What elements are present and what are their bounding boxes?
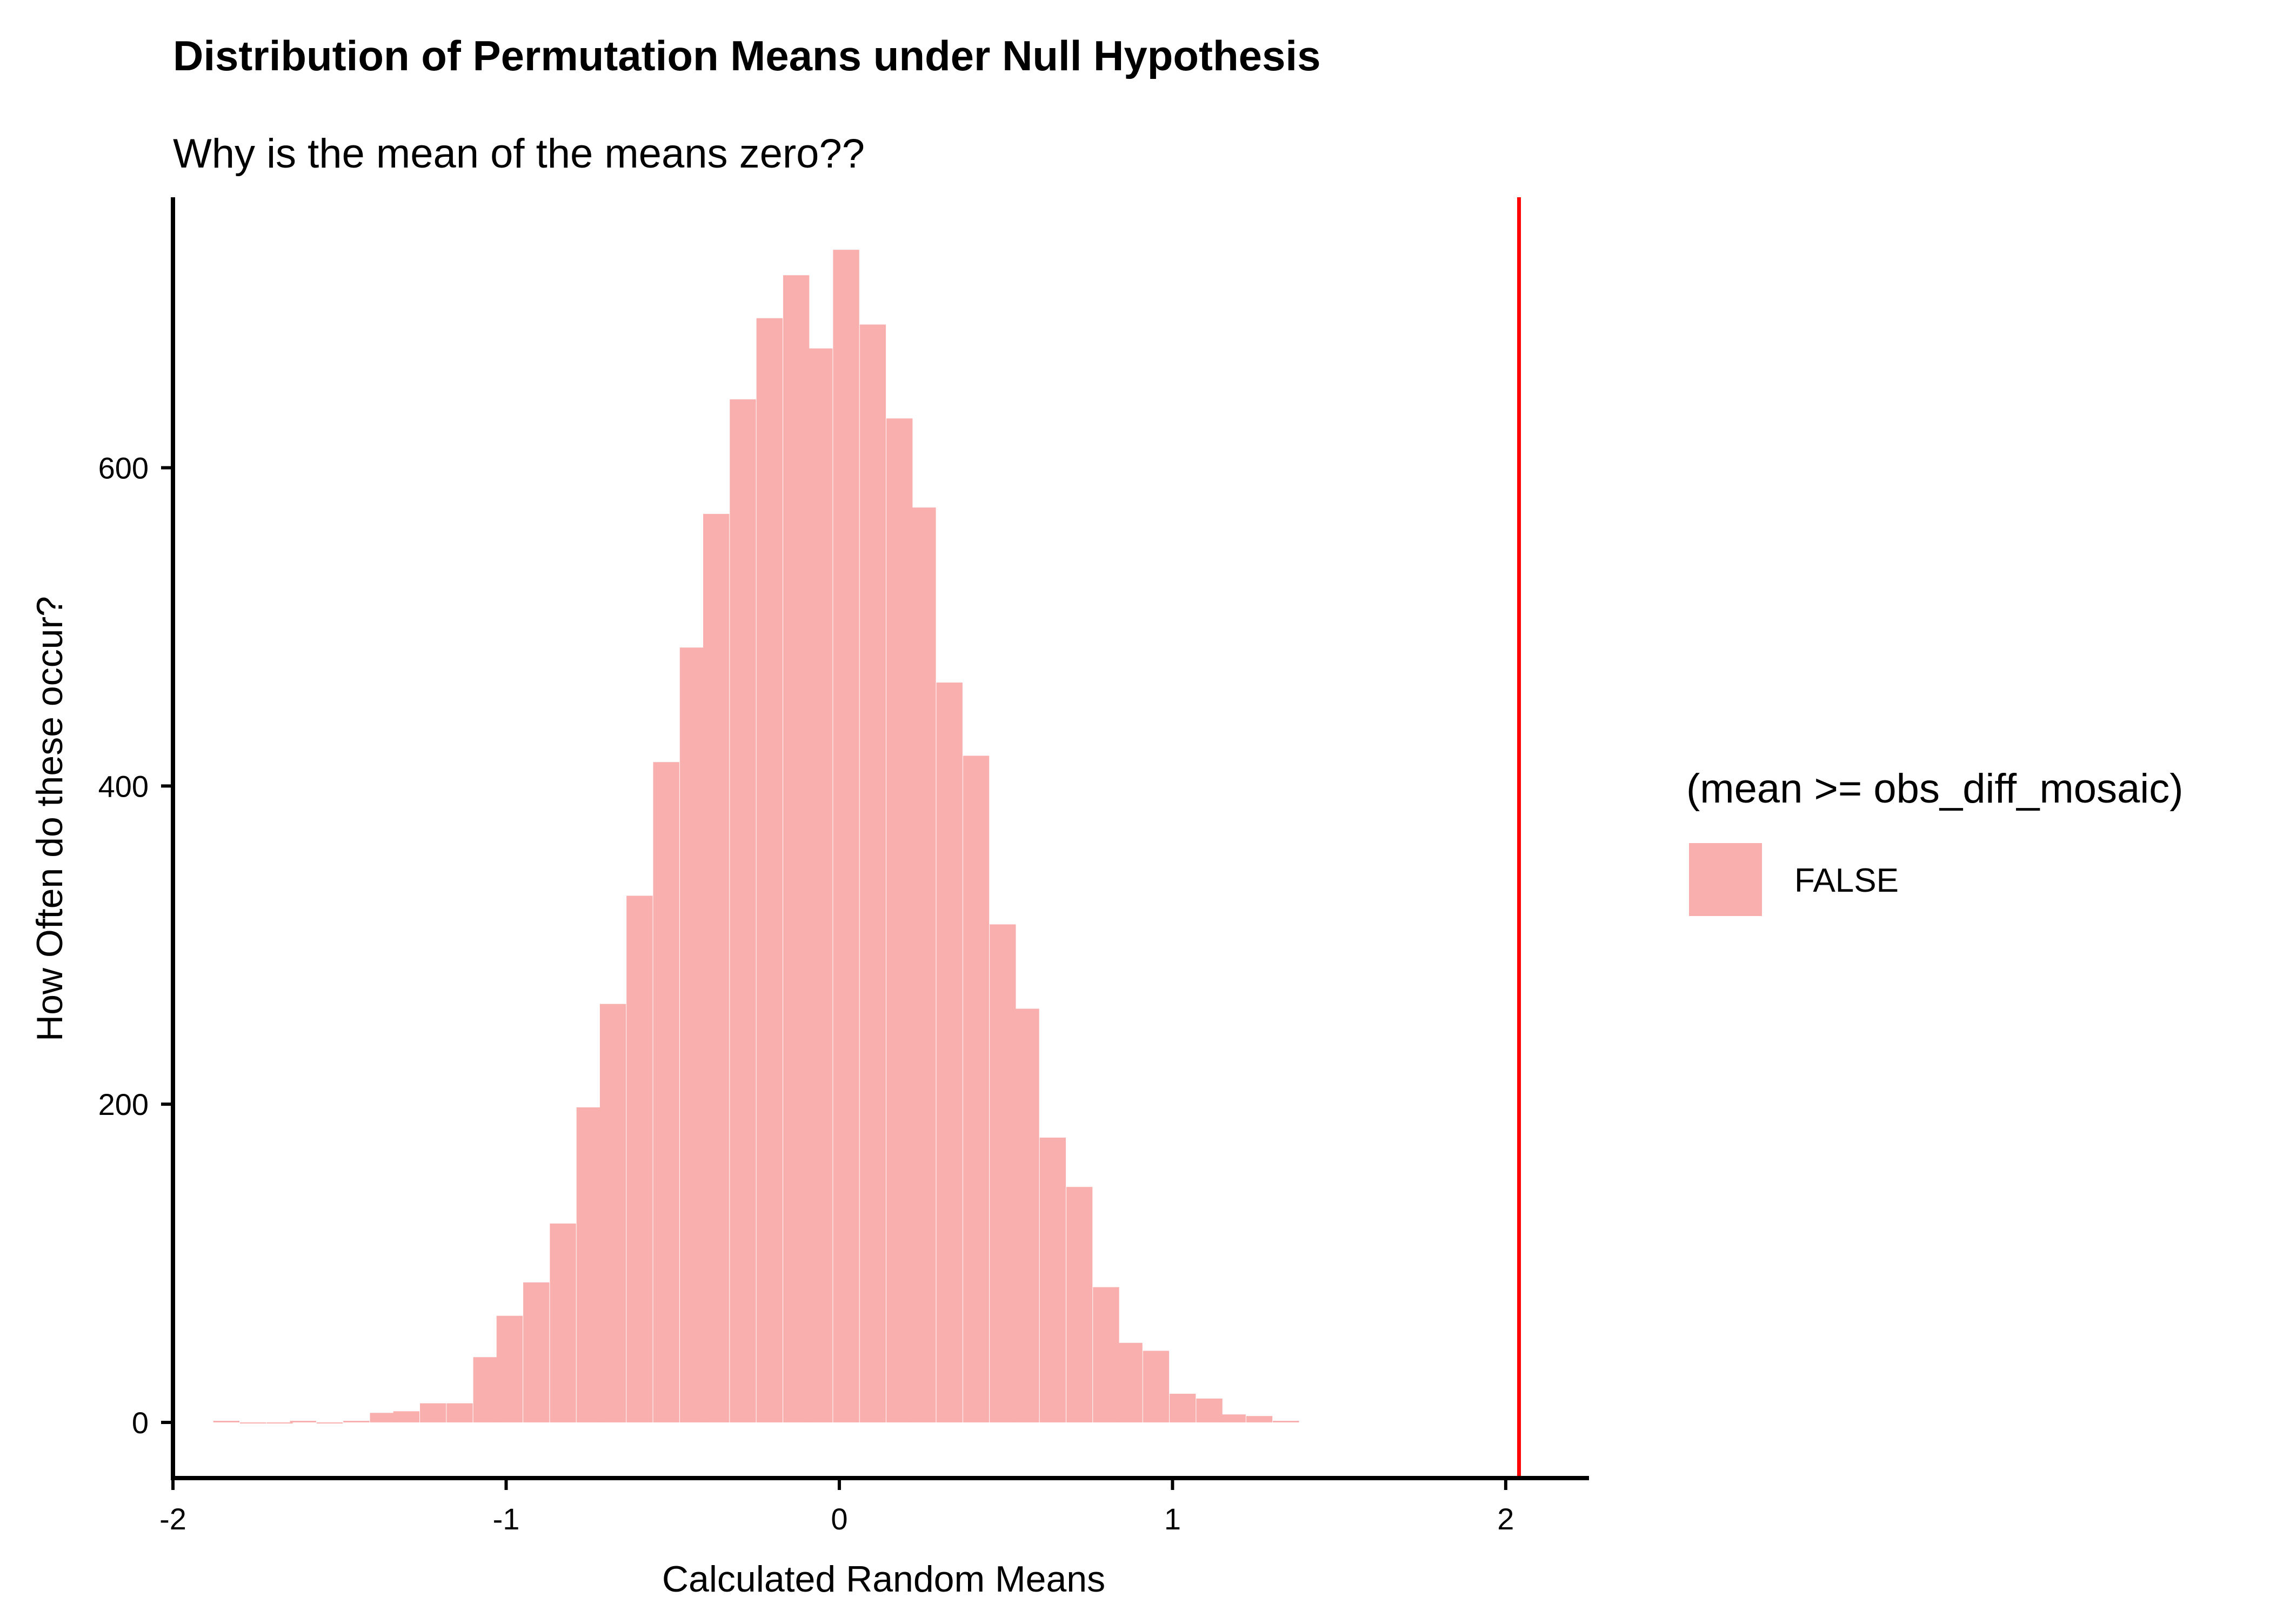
histogram-bar	[679, 647, 706, 1422]
histogram-bar	[963, 756, 990, 1422]
histogram-bar	[990, 924, 1016, 1422]
y-axis-label: How Often do these occur?	[29, 596, 70, 1041]
histogram-bar	[1093, 1287, 1119, 1422]
histogram-bar	[653, 762, 679, 1422]
y-tick-label: 600	[98, 451, 149, 485]
y-tick-label: 0	[132, 1406, 149, 1440]
x-tick-label: -1	[493, 1502, 520, 1536]
legend-key-false	[1689, 843, 1762, 916]
histogram-bar	[703, 513, 730, 1422]
x-tick-label: 0	[831, 1502, 847, 1536]
histogram-bar	[1170, 1393, 1196, 1422]
histogram-bar	[1196, 1398, 1223, 1422]
chart-subtitle: Why is the mean of the means zero??	[173, 131, 865, 177]
histogram-bar	[576, 1107, 603, 1422]
histogram-bar	[936, 682, 963, 1422]
histogram-bar	[783, 275, 810, 1422]
histogram-bar	[473, 1357, 499, 1422]
histogram-bar	[1246, 1416, 1273, 1422]
histogram-bar	[626, 895, 653, 1422]
histogram-bar	[446, 1403, 473, 1422]
histogram-bar	[393, 1411, 420, 1422]
histogram-bar	[833, 250, 859, 1422]
histogram-bar	[1116, 1342, 1143, 1422]
legend: (mean >= obs_diff_mosaic) FALSE	[1686, 766, 2184, 916]
histogram-bar	[910, 507, 936, 1422]
histogram-bar	[316, 1422, 343, 1423]
axes-layer: -2 -1 0 1 2 0 200 400 600	[98, 197, 1589, 1536]
histogram-bar	[343, 1421, 370, 1422]
legend-label-false: FALSE	[1794, 862, 1899, 899]
histogram-bar	[1273, 1421, 1299, 1422]
histogram-bar	[213, 1421, 240, 1422]
y-tick-label: 200	[98, 1087, 149, 1121]
x-tick-label: 1	[1164, 1502, 1181, 1536]
histogram-bar	[496, 1315, 523, 1422]
histogram-bar	[1219, 1414, 1246, 1422]
histogram-bar	[1143, 1351, 1170, 1422]
histogram-bar	[730, 399, 756, 1422]
x-tick-label: -2	[159, 1502, 186, 1536]
histogram-bar	[290, 1421, 316, 1422]
x-tick-label: 2	[1497, 1502, 1514, 1536]
histogram-bar	[370, 1413, 396, 1422]
y-tick-label: 400	[98, 769, 149, 803]
histogram-bar	[859, 324, 886, 1422]
histogram-bar	[1066, 1187, 1093, 1422]
histogram-bar	[550, 1223, 576, 1422]
histogram-bar	[240, 1422, 266, 1423]
histogram-bar	[886, 418, 913, 1422]
histogram-bar	[806, 348, 833, 1422]
histogram-bar	[419, 1403, 446, 1422]
histogram-bar	[266, 1422, 293, 1423]
legend-title: (mean >= obs_diff_mosaic)	[1686, 766, 2184, 812]
histogram-bar	[599, 1004, 626, 1422]
histogram-bar	[1039, 1137, 1066, 1422]
chart-title: Distribution of Permutation Means under …	[173, 32, 1320, 79]
histogram-bar	[1013, 1008, 1039, 1422]
x-axis-label: Calculated Random Means	[662, 1559, 1105, 1600]
bars-layer	[213, 250, 1299, 1423]
histogram-bar	[756, 318, 783, 1422]
histogram-bar	[523, 1282, 550, 1422]
